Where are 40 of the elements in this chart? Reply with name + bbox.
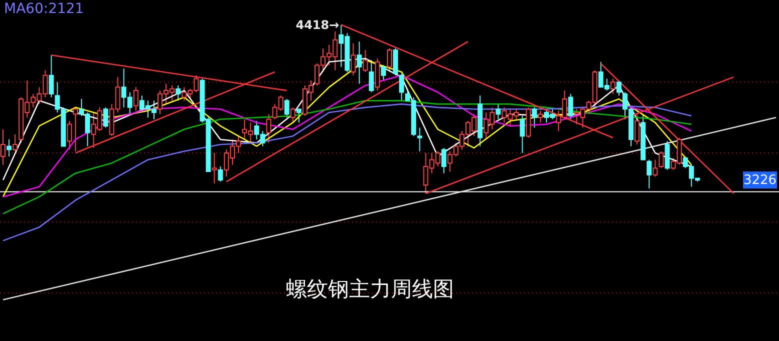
candlestick bbox=[568, 93, 574, 120]
candlestick bbox=[646, 159, 652, 189]
text: MA60:2121 bbox=[4, 1, 84, 17]
candlestick bbox=[441, 147, 446, 174]
candlestick bbox=[387, 48, 392, 72]
candlestick bbox=[290, 106, 296, 124]
candlestick bbox=[356, 41, 362, 84]
candlestick bbox=[616, 80, 622, 96]
candlestick bbox=[634, 114, 640, 146]
candlestick bbox=[66, 120, 72, 150]
candlestick bbox=[380, 64, 386, 81]
candlestick bbox=[496, 104, 501, 120]
annotation: 3226 bbox=[743, 172, 777, 188]
candlestick bbox=[284, 98, 290, 118]
candlestick bbox=[12, 134, 18, 152]
candlestick bbox=[6, 138, 12, 157]
candlestick bbox=[610, 78, 616, 94]
candlestick bbox=[362, 50, 368, 72]
candlestick bbox=[266, 114, 272, 144]
candlestick bbox=[652, 159, 658, 178]
candlestick bbox=[103, 106, 108, 128]
candlestick bbox=[417, 127, 422, 152]
text: 螺纹钢主力周线图 bbox=[286, 277, 454, 301]
candlestick bbox=[532, 106, 537, 128]
candlestick bbox=[538, 110, 543, 124]
candlestick bbox=[48, 54, 54, 98]
candlestick bbox=[399, 73, 404, 102]
candlestick bbox=[520, 115, 525, 154]
candlestick bbox=[368, 60, 374, 93]
candlestick bbox=[393, 48, 398, 76]
annotation: 4418→ bbox=[296, 18, 340, 32]
candlestick bbox=[212, 152, 217, 184]
candlestick bbox=[296, 108, 302, 124]
candlestick bbox=[350, 42, 356, 76]
candlestick bbox=[176, 84, 181, 102]
candlestick bbox=[664, 140, 670, 170]
candlestick bbox=[72, 106, 78, 152]
candlestick bbox=[218, 166, 223, 182]
candlestick bbox=[133, 86, 138, 112]
candlestick bbox=[658, 150, 664, 169]
